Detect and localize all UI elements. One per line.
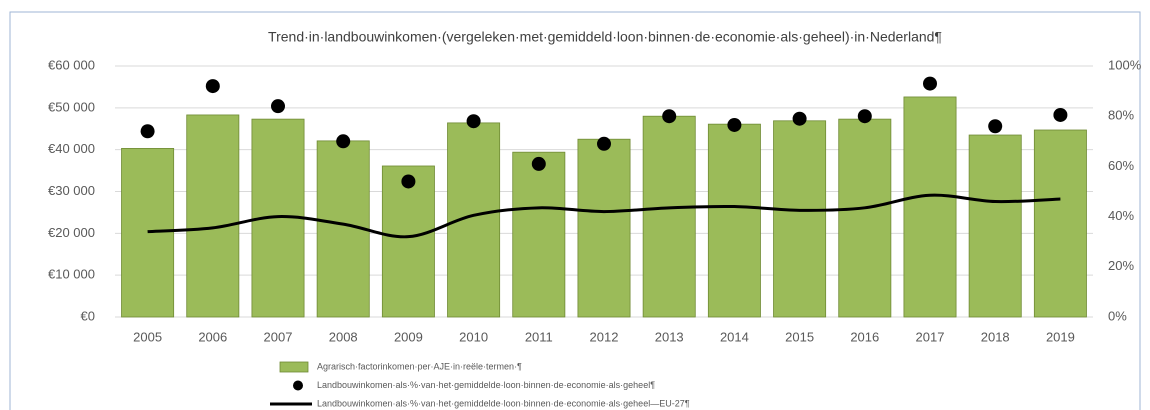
x-tick-label: 2005 xyxy=(133,329,162,344)
x-tick-label: 2017 xyxy=(916,329,945,344)
bar xyxy=(773,120,827,318)
dot xyxy=(531,156,546,171)
dot xyxy=(857,109,872,124)
line xyxy=(147,193,1061,239)
y2-tick-label: 100% xyxy=(1108,57,1142,72)
y2-tick-label: 80% xyxy=(1108,108,1134,123)
dot xyxy=(205,79,220,94)
chart-title: Trend·in·landbouwinkomen·(vergeleken·met… xyxy=(268,29,942,45)
bar xyxy=(838,118,892,318)
dot xyxy=(988,119,1003,134)
bar xyxy=(1033,129,1087,318)
y2-tick-label: 40% xyxy=(1108,208,1134,223)
dot xyxy=(336,134,351,149)
bar xyxy=(512,151,566,318)
x-tick-label: 2016 xyxy=(850,329,879,344)
dot xyxy=(662,109,677,124)
legend-label: Landbouwinkomen·als·%·van·het·gemiddelde… xyxy=(317,380,655,390)
legend-swatch xyxy=(293,380,303,391)
y-tick-label: €60 000 xyxy=(48,57,95,72)
bar xyxy=(903,96,957,318)
legend-label: Landbouwinkomen·als·%·van·het·gemiddelde… xyxy=(317,398,690,408)
legend-swatch xyxy=(279,361,309,373)
y2-tick-label: 0% xyxy=(1108,308,1127,323)
bar xyxy=(707,123,761,318)
dot xyxy=(792,111,807,126)
bar xyxy=(968,134,1022,318)
dot xyxy=(466,114,481,129)
dot xyxy=(271,99,285,114)
bar xyxy=(121,148,175,318)
y-tick-label: €0 xyxy=(81,308,95,323)
x-tick-label: 2011 xyxy=(525,329,553,344)
y-tick-label: €40 000 xyxy=(48,141,95,156)
x-tick-label: 2019 xyxy=(1046,329,1075,344)
chart-frame xyxy=(9,11,1141,410)
bar xyxy=(642,115,696,318)
x-tick-label: 2008 xyxy=(329,329,358,344)
x-tick-label: 2010 xyxy=(459,329,488,344)
bar xyxy=(577,138,631,318)
dot xyxy=(923,76,937,91)
y-tick-label: €50 000 xyxy=(48,99,95,114)
dot xyxy=(140,124,155,139)
dot xyxy=(597,136,611,151)
bar xyxy=(186,114,240,318)
y-tick-label: €20 000 xyxy=(48,225,95,240)
dot xyxy=(727,117,742,132)
dot xyxy=(1053,107,1068,122)
bar xyxy=(381,165,435,318)
y2-tick-label: 20% xyxy=(1108,258,1134,273)
dot xyxy=(401,174,416,189)
x-tick-label: 2006 xyxy=(198,329,227,344)
x-tick-label: 2014 xyxy=(720,329,749,344)
legend-label: Agrarisch·factorinkomen·per·AJE·in·reële… xyxy=(317,361,522,371)
x-tick-label: 2018 xyxy=(981,329,1010,344)
x-tick-label: 2007 xyxy=(264,329,293,344)
x-tick-label: 2013 xyxy=(655,329,684,344)
x-tick-label: 2012 xyxy=(590,329,619,344)
y-tick-label: €30 000 xyxy=(48,183,95,198)
x-tick-label: 2015 xyxy=(785,329,814,344)
y2-tick-label: 60% xyxy=(1108,158,1134,173)
x-tick-label: 2009 xyxy=(394,329,423,344)
y-tick-label: €10 000 xyxy=(48,267,95,282)
